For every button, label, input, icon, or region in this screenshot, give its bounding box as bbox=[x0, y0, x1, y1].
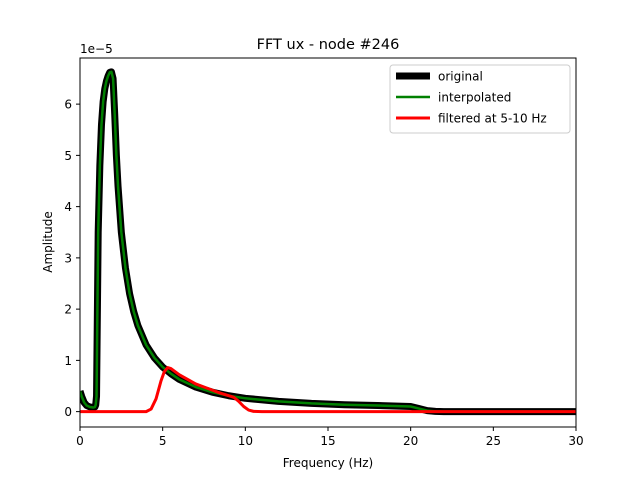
y-axis: 0 1 2 3 4 5 6 bbox=[64, 98, 80, 419]
legend-label: interpolated bbox=[438, 91, 511, 105]
y-tick-label: 4 bbox=[64, 200, 72, 214]
x-tick-label: 15 bbox=[320, 434, 335, 448]
series-layer bbox=[80, 68, 576, 416]
y-tick-label: 1 bbox=[64, 354, 72, 368]
series-line-filtered-at-5-10-hz bbox=[80, 366, 576, 414]
x-tick-label: 0 bbox=[76, 434, 84, 448]
legend: original interpolated filtered at 5-10 Hz bbox=[389, 64, 571, 134]
series-line-interpolated bbox=[80, 70, 576, 413]
x-tick-label: 25 bbox=[486, 434, 501, 448]
y-tick-label: 2 bbox=[64, 303, 72, 317]
y-tick-label: 3 bbox=[64, 251, 72, 265]
x-axis-label: Frequency (Hz) bbox=[283, 456, 374, 470]
y-tick-label: 6 bbox=[64, 98, 72, 112]
y-axis-label: Amplitude bbox=[41, 211, 55, 273]
y-scale-label: 1e−5 bbox=[80, 42, 113, 56]
legend-box bbox=[389, 64, 571, 134]
y-tick-label: 5 bbox=[64, 149, 72, 163]
x-tick-label: 30 bbox=[568, 434, 583, 448]
y-tick-label: 0 bbox=[64, 405, 72, 419]
legend-label: original bbox=[438, 70, 483, 84]
x-tick-label: 20 bbox=[403, 434, 418, 448]
x-tick-label: 10 bbox=[238, 434, 253, 448]
chart-title: FFT ux - node #246 bbox=[257, 37, 400, 53]
plot-area bbox=[79, 57, 577, 428]
legend-label: filtered at 5-10 Hz bbox=[438, 112, 547, 126]
x-tick-label: 5 bbox=[159, 434, 167, 448]
x-axis: 0 5 10 15 20 25 30 bbox=[76, 427, 584, 448]
